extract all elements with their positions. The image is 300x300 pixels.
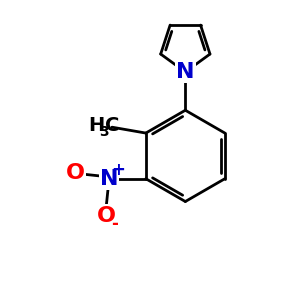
- Text: N: N: [100, 169, 118, 189]
- Text: O: O: [66, 163, 85, 183]
- Text: C: C: [105, 116, 119, 135]
- Text: -: -: [112, 215, 118, 233]
- Text: H: H: [88, 116, 105, 135]
- Text: 3: 3: [99, 124, 109, 139]
- Text: N: N: [176, 62, 195, 82]
- Text: +: +: [112, 161, 125, 179]
- Text: O: O: [97, 206, 116, 226]
